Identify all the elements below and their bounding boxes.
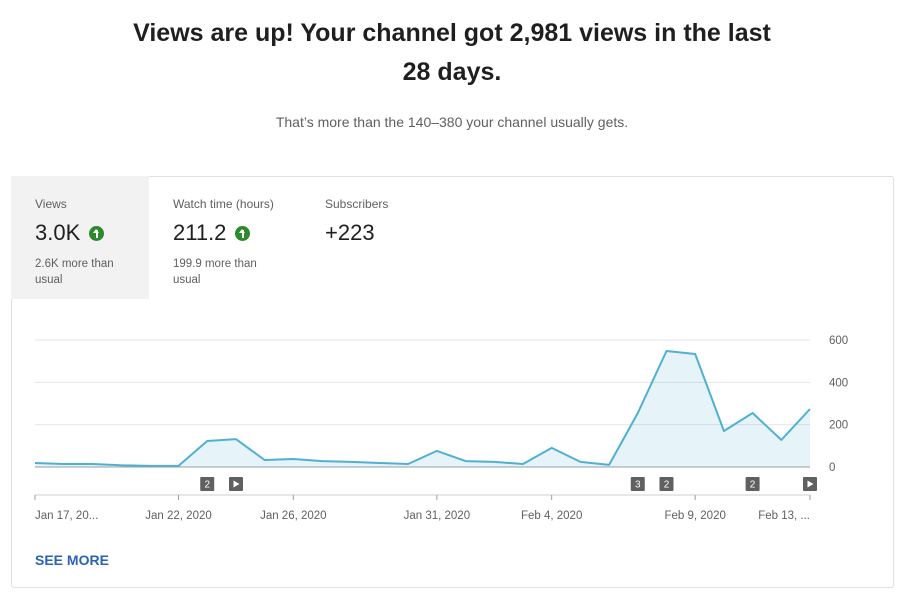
event-count: 2: [664, 480, 670, 491]
x-tick-label: Jan 22, 2020: [145, 510, 212, 522]
metric-note: 2.6K more than usual: [35, 258, 114, 286]
y-tick-label: 400: [829, 377, 848, 389]
y-tick-label: 0: [829, 462, 835, 474]
y-tick-label: 600: [829, 335, 848, 347]
play-glyph: [807, 480, 814, 488]
metric-tab[interactable]: Views 3.0K 2.6K more than usual: [11, 176, 149, 299]
x-tick-label: Feb 13, ...: [758, 510, 810, 522]
headline: Views are up! Your channel got 2,981 vie…: [133, 19, 771, 86]
event-marker: [200, 477, 215, 491]
metric-value: +223: [325, 220, 375, 245]
metric-value-row: +223: [325, 220, 417, 246]
metric-tab[interactable]: Subscribers +223: [301, 176, 441, 299]
event-marker: [659, 477, 674, 491]
event-marker: [745, 477, 760, 491]
event-count: 2: [204, 480, 210, 491]
metric-label: Subscribers: [325, 197, 389, 211]
x-tick-label: Jan 17, 20...: [35, 510, 98, 522]
play-glyph: [233, 480, 240, 488]
trend-up-icon: [235, 225, 251, 241]
event-marker: [630, 477, 645, 491]
area-fill: [35, 351, 810, 467]
metric-label: Views: [35, 197, 67, 211]
line: [34, 350, 811, 467]
y-tick-label: 200: [829, 420, 848, 432]
x-tick-label: Jan 31, 2020: [404, 510, 471, 522]
x-tick-label: Jan 26, 2020: [260, 510, 327, 522]
metric-value-row: 211.2: [173, 220, 277, 246]
subheadline: That’s more than the 140–380 your channe…: [275, 114, 629, 130]
metric-note: 199.9 more than usual: [173, 258, 257, 286]
metric-tab[interactable]: Watch time (hours) 211.2 199.9 more than u…: [149, 176, 301, 299]
metric-value: 211.2: [173, 220, 227, 245]
trend-up-icon: [89, 225, 105, 241]
metric-value-row: 3.0K: [35, 220, 125, 246]
x-tick-label: Feb 9, 2020: [664, 510, 725, 522]
x-tick-label: Feb 4, 2020: [521, 510, 582, 522]
event-count: 3: [635, 480, 641, 491]
event-count: 2: [750, 480, 756, 491]
card: [11, 176, 894, 588]
metric-label: Watch time (hours): [173, 197, 274, 211]
see-more-link[interactable]: SEE MORE: [35, 552, 109, 568]
metric-value: 3.0K: [35, 220, 81, 245]
